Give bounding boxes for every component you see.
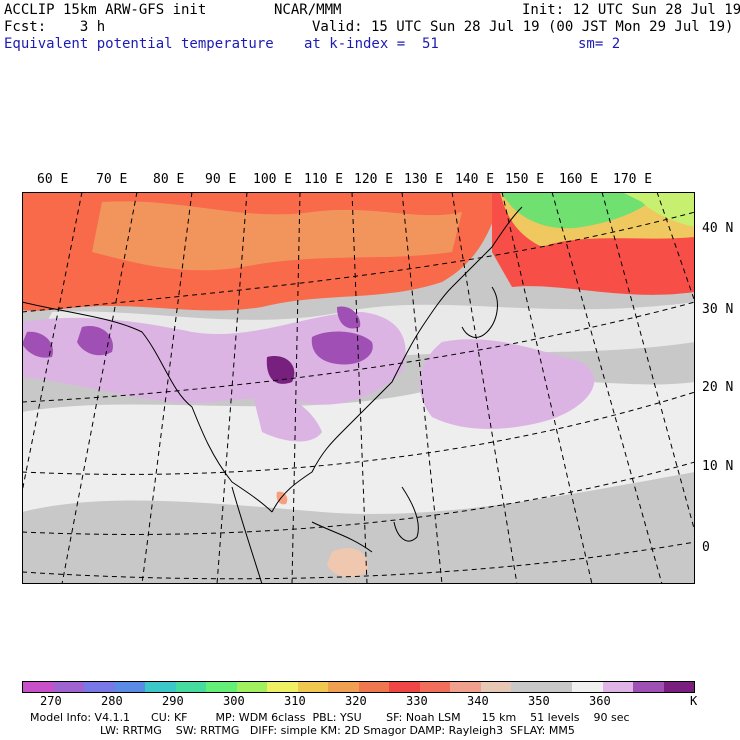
field-dark-purple-core	[266, 356, 295, 384]
lon-label: 150 E	[505, 172, 545, 187]
field-warm-band	[92, 201, 462, 271]
field-name: Equivalent potential temperature	[4, 36, 274, 52]
colorbar-tick: 280	[101, 694, 123, 708]
colorbar-swatch	[389, 682, 420, 692]
colorbar-swatch	[541, 682, 572, 692]
coastlines	[22, 206, 523, 584]
lon-label: 170 E	[613, 172, 653, 187]
colorbar-swatch	[450, 682, 481, 692]
colorbar-swatch	[297, 682, 328, 692]
lon-label: 110 E	[304, 172, 344, 187]
colorbar-tick: 290	[162, 694, 184, 708]
colorbar-tick: 360	[589, 694, 611, 708]
field-cool-patch	[500, 192, 662, 229]
model-info-line1: Model Info: V4.1.1 CU: KF MP: WDM 6class…	[30, 711, 630, 724]
colorbar-unit: K	[690, 694, 698, 708]
colorbar-swatch	[663, 682, 694, 692]
init-time: Init: 12 UTC Sun 28 Jul 19	[522, 2, 740, 18]
lat-label: 10 N	[702, 459, 734, 474]
model-title: ACCLIP 15km ARW-GFS init	[4, 2, 207, 18]
field-purple-core	[77, 326, 113, 356]
lon-label: 130 E	[404, 172, 444, 187]
lat-label: 20 N	[702, 380, 734, 395]
field-purple-core	[22, 331, 53, 358]
theta-e-map	[22, 192, 695, 584]
field-salmon-spot	[276, 491, 288, 505]
colorbar-swatch	[602, 682, 633, 692]
colorbar-tick: 340	[467, 694, 489, 708]
colorbar-tick: 320	[345, 694, 367, 708]
lon-label: 100 E	[253, 172, 293, 187]
colorbar-swatch	[572, 682, 603, 692]
colorbar-swatch	[53, 682, 84, 692]
colorbar-swatch	[511, 682, 542, 692]
colorbar-tick: 300	[223, 694, 245, 708]
colorbar-swatch	[328, 682, 359, 692]
lon-label: 90 E	[205, 172, 237, 187]
valid-time: Valid: 15 UTC Sun 28 Jul 19 (00 JST Mon …	[312, 19, 734, 35]
lon-label: 80 E	[153, 172, 185, 187]
colorbar-tick: 350	[528, 694, 550, 708]
field-cool-patch	[622, 192, 695, 227]
graticule	[22, 192, 695, 584]
colorbar-tick: 270	[40, 694, 62, 708]
colorbar-swatch	[206, 682, 237, 692]
lat-label: 30 N	[702, 302, 734, 317]
lon-label: 140 E	[455, 172, 495, 187]
lon-label: 70 E	[96, 172, 128, 187]
lon-label: 160 E	[559, 172, 599, 187]
colorbar-swatch	[480, 682, 511, 692]
colorbar-swatch	[175, 682, 206, 692]
field-purple-core	[337, 306, 361, 329]
colorbar-swatch	[114, 682, 145, 692]
colorbar-swatch	[358, 682, 389, 692]
smoothing: sm= 2	[578, 36, 621, 52]
lat-label: 40 N	[702, 221, 734, 236]
lon-label: 120 E	[354, 172, 394, 187]
model-info-line2: LW: RRTMG SW: RRTMG DIFF: simple KM: 2D …	[100, 724, 575, 737]
colorbar-swatch	[23, 682, 54, 692]
forecast-hour: Fcst: 3 h	[4, 19, 106, 35]
lon-label: 60 E	[37, 172, 69, 187]
colorbar-tick: 310	[284, 694, 306, 708]
colorbar-swatch	[236, 682, 267, 692]
map-frame	[22, 192, 695, 584]
field-lavender	[419, 339, 595, 429]
field-salmon-spot	[327, 548, 368, 578]
organization: NCAR/MMM	[274, 2, 342, 18]
field-lavender	[22, 312, 406, 405]
colorbar	[22, 681, 695, 693]
colorbar-swatch	[84, 682, 115, 692]
colorbar-swatch	[633, 682, 664, 692]
lat-label: 0	[702, 540, 710, 555]
field-lavender	[252, 391, 322, 442]
colorbar-swatch	[267, 682, 298, 692]
colorbar-tick: 330	[406, 694, 428, 708]
colorbar-swatch	[145, 682, 176, 692]
colorbar-swatch	[419, 682, 450, 692]
level-index: at k-index = 51	[304, 36, 439, 52]
